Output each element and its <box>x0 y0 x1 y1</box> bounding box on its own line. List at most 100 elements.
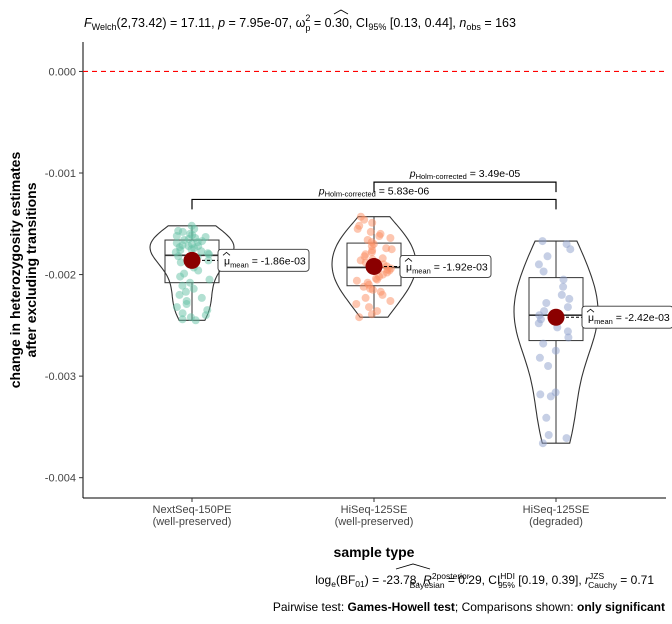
data-point <box>174 252 183 261</box>
mean-label-text: μmean = -1.92e-03 <box>406 261 488 275</box>
y-tick-label: -0.002 <box>45 270 76 282</box>
x-tick-label: HiSeq-125SE <box>341 504 408 516</box>
x-tick-label: (degraded) <box>529 516 583 528</box>
data-point <box>205 275 214 284</box>
effect-hat <box>333 9 349 15</box>
x-tick-label: HiSeq-125SE <box>523 504 590 516</box>
y-tick-label: 0.000 <box>48 66 76 78</box>
data-point <box>176 258 185 267</box>
data-point <box>360 215 369 224</box>
mean-hat <box>222 251 231 256</box>
mean-label-box <box>217 248 310 272</box>
data-point <box>361 293 370 302</box>
data-point <box>176 272 185 281</box>
data-point <box>564 333 573 342</box>
y-axis-title-line-1: change in heterozygosity estimates <box>7 152 23 389</box>
data-point <box>538 439 547 448</box>
y-tick-label: -0.003 <box>45 371 76 383</box>
x-tick-label: (well-preserved) <box>335 516 414 528</box>
data-point <box>563 303 572 312</box>
data-point <box>368 218 377 227</box>
data-point <box>368 285 377 294</box>
comparison-1: pHolm-corrected = 5.83e-06 <box>191 185 557 210</box>
data-point <box>375 232 384 240</box>
data-point <box>562 434 571 443</box>
subtitle: FWelch(2,73.42) = 17.11, p = 7.95e-07, ω… <box>84 13 516 33</box>
y-tick-label: -0.001 <box>45 168 76 180</box>
comparison-2: pHolm-corrected = 3.49e-05 <box>373 168 557 193</box>
mean-hat <box>586 308 595 313</box>
data-point <box>542 413 551 422</box>
data-point <box>378 254 387 263</box>
mean-point <box>547 308 565 326</box>
data-point <box>178 227 187 236</box>
data-point <box>204 250 213 259</box>
y-tick-label: -0.004 <box>45 473 76 485</box>
data-point <box>386 297 395 305</box>
y-axis-title-line-2: after excluding transitions <box>23 182 39 357</box>
data-point <box>563 327 572 336</box>
caption-pairwise: Pairwise test: Games-Howell test; Compar… <box>273 600 665 614</box>
data-point <box>172 303 181 312</box>
comparison-bracket <box>191 198 557 210</box>
data-point <box>175 290 184 299</box>
data-point <box>197 293 206 302</box>
data-point <box>178 309 187 318</box>
mean-hat <box>404 257 413 262</box>
data-point <box>191 316 200 325</box>
data-point <box>178 281 187 290</box>
data-point <box>542 299 551 307</box>
mean-label: μmean = -1.86e-03 <box>217 248 310 272</box>
data-point <box>535 353 544 362</box>
data-point <box>359 282 368 291</box>
data-point <box>367 310 376 319</box>
data-point <box>383 265 392 274</box>
comparison-label: pHolm-corrected = 5.83e-06 <box>318 185 430 198</box>
data-point <box>546 392 555 401</box>
data-point <box>557 290 566 299</box>
group-3: μmean = -2.42e-03 <box>513 237 672 448</box>
x-tick-label: NextSeq-150PE <box>153 504 232 516</box>
data-point <box>366 227 375 236</box>
data-point <box>534 260 543 269</box>
mean-label-text: μmean = -1.86e-03 <box>224 255 306 269</box>
data-point <box>194 266 203 275</box>
mean-point <box>183 251 201 269</box>
data-point <box>559 282 568 291</box>
x-axis-title: sample type <box>334 544 415 560</box>
data-point <box>367 248 376 257</box>
data-point <box>189 284 198 293</box>
data-point <box>353 224 362 233</box>
data-point <box>544 362 553 370</box>
x-tick-label: (well-preserved) <box>153 516 232 528</box>
data-point <box>559 275 568 284</box>
data-point <box>182 300 191 308</box>
data-point <box>172 232 181 240</box>
group-2: μmean = -1.92e-03 <box>331 212 492 322</box>
data-point <box>536 390 545 399</box>
data-point <box>538 237 547 246</box>
data-point <box>386 234 395 242</box>
mean-label-box <box>581 305 672 329</box>
data-point <box>534 319 543 328</box>
data-point <box>539 267 548 276</box>
data-point <box>544 431 553 439</box>
data-point <box>184 242 193 251</box>
data-point <box>543 252 552 261</box>
data-point <box>201 311 210 320</box>
mean-label-text: μmean = -2.42e-03 <box>588 312 670 326</box>
data-point <box>197 247 206 256</box>
data-point <box>178 315 187 324</box>
violin <box>149 225 235 321</box>
mean-label-box <box>399 254 492 278</box>
data-point <box>378 290 387 299</box>
violin <box>513 240 599 444</box>
mean-label: μmean = -2.42e-03 <box>581 305 672 329</box>
data-point <box>181 287 190 296</box>
data-point <box>352 300 361 308</box>
comparison-bracket <box>373 181 557 193</box>
data-point <box>352 276 361 285</box>
data-point <box>566 245 575 254</box>
r2-hat <box>395 563 431 570</box>
